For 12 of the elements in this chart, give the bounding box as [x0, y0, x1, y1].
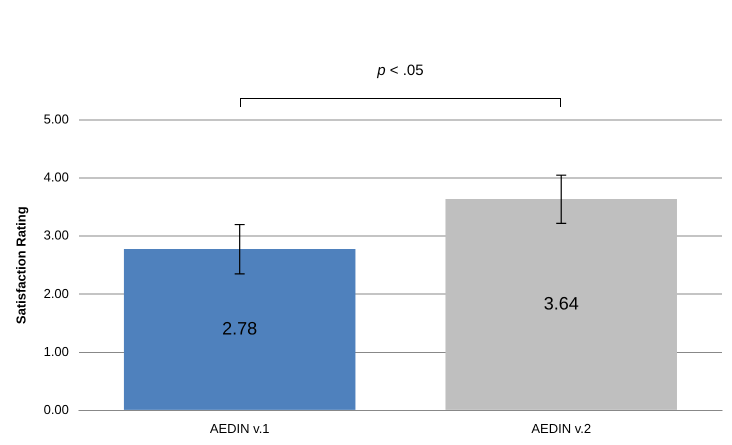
y-tick-label: 2.00 [44, 286, 69, 301]
data-label: 2.78 [222, 318, 258, 339]
data-label: 3.64 [544, 294, 579, 314]
y-tick-label: 4.00 [44, 170, 69, 185]
y-tick-label: 1.00 [44, 344, 69, 359]
text: p < .05 [377, 62, 424, 79]
x-tick-label: AEDIN v.2 [531, 420, 592, 436]
x-tick-label: AEDIN v.1 [210, 420, 270, 436]
y-tick-label: 0.00 [44, 402, 69, 417]
y-tick-label: 5.00 [44, 112, 69, 127]
y-tick-label: 3.00 [44, 228, 69, 243]
y-axis-title: Satisfaction Rating [13, 206, 28, 324]
